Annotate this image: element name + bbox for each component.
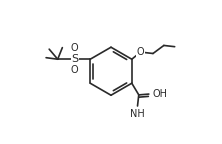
Text: S: S	[71, 54, 78, 64]
Text: O: O	[71, 43, 79, 53]
Text: O: O	[71, 65, 79, 75]
Text: O: O	[137, 47, 144, 57]
Text: OH: OH	[153, 89, 168, 99]
Text: NH: NH	[130, 109, 145, 119]
